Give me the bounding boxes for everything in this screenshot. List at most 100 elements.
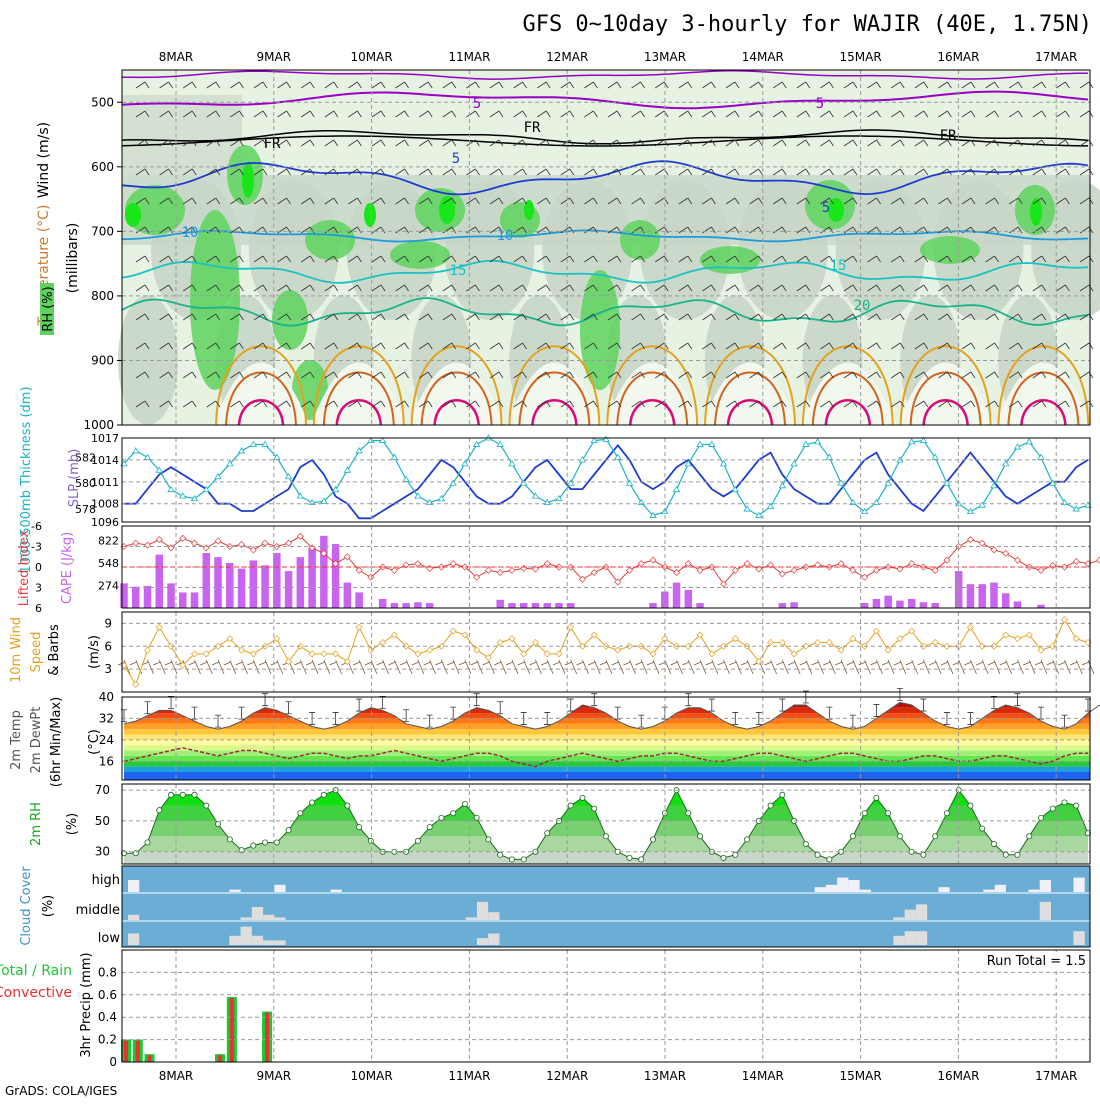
thickness-point xyxy=(190,494,199,502)
upper-wind-barb xyxy=(442,313,457,321)
cloud-level-label: low xyxy=(98,931,121,946)
cape-bar xyxy=(167,583,175,608)
lifted-index-point xyxy=(590,568,598,576)
wind10-barb xyxy=(799,659,813,675)
cape-bar xyxy=(190,592,199,608)
lifted-index-point xyxy=(755,565,763,573)
upper-wind-barb xyxy=(230,284,244,292)
cape-bar xyxy=(214,557,222,608)
temp-minmax-bar xyxy=(896,687,903,701)
upper-wind-barb xyxy=(890,110,905,118)
wind10-barb xyxy=(1034,659,1048,675)
cape-bar xyxy=(566,603,575,608)
wind10-barb xyxy=(200,659,213,675)
wind10-speed-point xyxy=(543,650,551,658)
rh-patch-green xyxy=(920,236,980,264)
upper-wind-barb xyxy=(584,400,598,408)
upper-wind-barb xyxy=(796,313,811,321)
date-label-bottom: 13MAR xyxy=(644,1069,686,1083)
thickness-point xyxy=(1072,505,1080,512)
rh2m-point xyxy=(744,836,751,843)
rh2m-point xyxy=(262,839,269,846)
upper-wind-barb xyxy=(890,168,905,176)
upper-wind-barb xyxy=(772,342,787,350)
wind10-speed-point xyxy=(520,650,528,658)
date-label-top: 12MAR xyxy=(546,50,588,64)
upper-wind-barb xyxy=(702,313,716,321)
upper-wind-barb xyxy=(230,226,244,234)
rh-patch-green xyxy=(700,246,760,274)
upper-wind-barb xyxy=(560,371,575,379)
thickness-point xyxy=(672,485,681,493)
upper-wind-barb xyxy=(1032,139,1047,147)
upper-wind-barb xyxy=(536,197,551,205)
thickness-point xyxy=(143,453,152,460)
wind10-speed-point xyxy=(214,642,222,650)
upper-wind-barb xyxy=(985,110,999,118)
upper-wind-barb xyxy=(654,226,669,234)
contour-label: 10 xyxy=(182,225,199,241)
wind10-speed-point xyxy=(684,642,692,650)
rh-dome xyxy=(702,362,798,425)
upper-wind-barb xyxy=(843,400,858,408)
contour-t25 xyxy=(508,345,601,426)
contour-label: 10 xyxy=(497,228,514,244)
upper-wind-barb xyxy=(560,197,575,205)
rh2m-point xyxy=(250,842,257,849)
upper-wind-barb xyxy=(985,139,999,147)
upper-wind-barb xyxy=(702,284,716,292)
upper-wind-barb xyxy=(820,81,834,89)
wind10-speed-point xyxy=(814,638,822,646)
rh2m-point xyxy=(1014,851,1021,858)
upper-wind-barb xyxy=(820,226,834,234)
wind10-speed-point xyxy=(943,642,951,650)
upper-wind-barb xyxy=(560,226,575,234)
run-total-bg xyxy=(962,952,1088,968)
wind10-barb xyxy=(811,659,824,675)
cloud-bar-high xyxy=(274,884,286,892)
upper-wind-barb xyxy=(914,371,929,379)
thickness-point xyxy=(907,438,916,445)
temp-tick-label: 16 xyxy=(99,754,114,768)
upper-wind-barb xyxy=(466,139,480,147)
contour-label: FR xyxy=(264,136,281,152)
lifted-index-point xyxy=(778,570,786,578)
rh-band xyxy=(124,851,1088,864)
rh2m-point xyxy=(203,802,210,809)
upper-wind-barb xyxy=(253,197,268,205)
precip-ylabel-a: Total / Rain xyxy=(0,963,72,979)
upper-wind-barb xyxy=(489,400,504,408)
upper-wind-barb xyxy=(324,139,339,147)
upper-wind-barb xyxy=(985,284,999,292)
upper-wind-barb xyxy=(749,342,763,350)
wind10-barb xyxy=(976,659,989,675)
temp-minmax-bar xyxy=(356,698,363,712)
upper-wind-barb xyxy=(631,255,645,263)
cloud-bar-low xyxy=(251,935,264,945)
wind10-speed-point xyxy=(249,650,257,658)
lifted-index-point xyxy=(402,561,410,569)
cape-bar xyxy=(872,598,881,608)
thickness-point xyxy=(614,453,622,460)
upper-wind-barb xyxy=(678,197,693,205)
wind10-barb xyxy=(352,659,366,675)
upper-wind-barb xyxy=(796,371,811,379)
thickness-point xyxy=(719,460,728,467)
contour-t25 xyxy=(410,345,503,426)
thickness-point xyxy=(625,479,634,486)
date-label-bottom: 8MAR xyxy=(159,1069,194,1083)
upper-wind-barb xyxy=(182,110,197,118)
temp-minmax-bar xyxy=(144,701,151,715)
upper-wind-barb xyxy=(678,400,693,408)
upper-wind-barb xyxy=(678,226,693,234)
rh2m-point xyxy=(1085,830,1092,837)
upper-wind-barb xyxy=(820,110,834,118)
upper-ylabel-wind: Wind (m/s) xyxy=(36,122,52,198)
temp-minmax-bar xyxy=(708,698,715,712)
upper-wind-barb xyxy=(159,139,173,147)
cape-bar xyxy=(884,595,892,608)
cape-bar xyxy=(378,598,387,608)
temp-band xyxy=(124,723,1090,730)
cape-bar xyxy=(284,571,293,608)
upper-wind-barb xyxy=(418,226,433,234)
